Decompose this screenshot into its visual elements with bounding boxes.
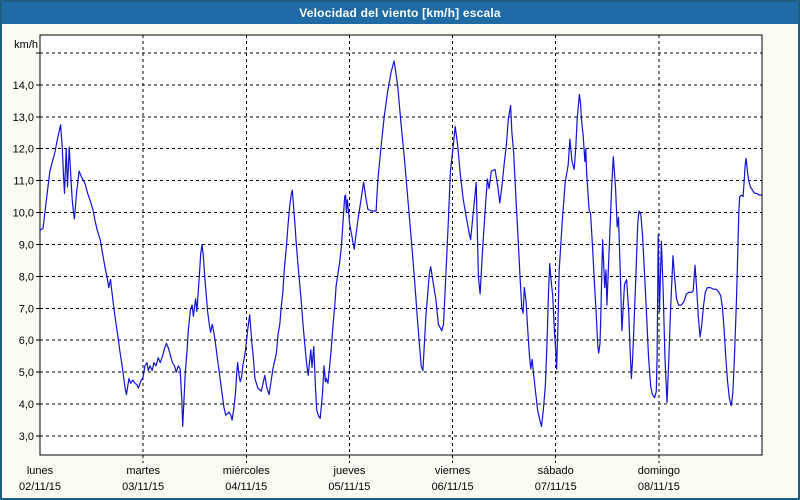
day-name-label: martes — [126, 465, 160, 477]
day-name-label: jueves — [333, 465, 366, 477]
day-date-label: 04/11/15 — [225, 481, 267, 493]
day-name-label: domingo — [638, 465, 680, 477]
plot-background — [40, 35, 762, 455]
plot-border — [39, 34, 763, 456]
y-tick-label: 14,0 — [13, 80, 34, 92]
day-date-label: 05/11/15 — [328, 481, 370, 493]
title-bar: Velocidad del viento [km/h] escala — [2, 2, 798, 24]
day-date-label: 02/11/15 — [19, 481, 61, 493]
y-tick-label: 13,0 — [13, 112, 34, 124]
day-date-label: 06/11/15 — [432, 481, 474, 493]
day-name-label: viernes — [435, 465, 471, 477]
y-tick-label: 10,0 — [13, 208, 34, 220]
y-tick-label: 12,0 — [13, 144, 34, 156]
y-tick-label: 7,0 — [19, 303, 34, 315]
day-date-label: 08/11/15 — [638, 481, 680, 493]
y-tick-label: 6,0 — [19, 335, 34, 347]
unit-label: km/h — [14, 39, 38, 51]
y-tick-label: 4,0 — [19, 399, 34, 411]
y-tick-label: 9,0 — [19, 239, 34, 251]
y-tick-label: 8,0 — [19, 271, 34, 283]
y-tick-label: 5,0 — [19, 367, 34, 379]
day-name-label: miércoles — [223, 465, 271, 477]
window-title: Velocidad del viento [km/h] escala — [299, 6, 501, 20]
y-tick-label: 3,0 — [19, 431, 34, 443]
day-name-label: lunes — [27, 465, 54, 477]
wind-speed-line — [39, 60, 762, 427]
day-name-label: sábado — [538, 465, 574, 477]
day-date-label: 07/11/15 — [535, 481, 577, 493]
y-tick-label: 11,0 — [13, 176, 34, 188]
day-date-label: 03/11/15 — [122, 481, 164, 493]
